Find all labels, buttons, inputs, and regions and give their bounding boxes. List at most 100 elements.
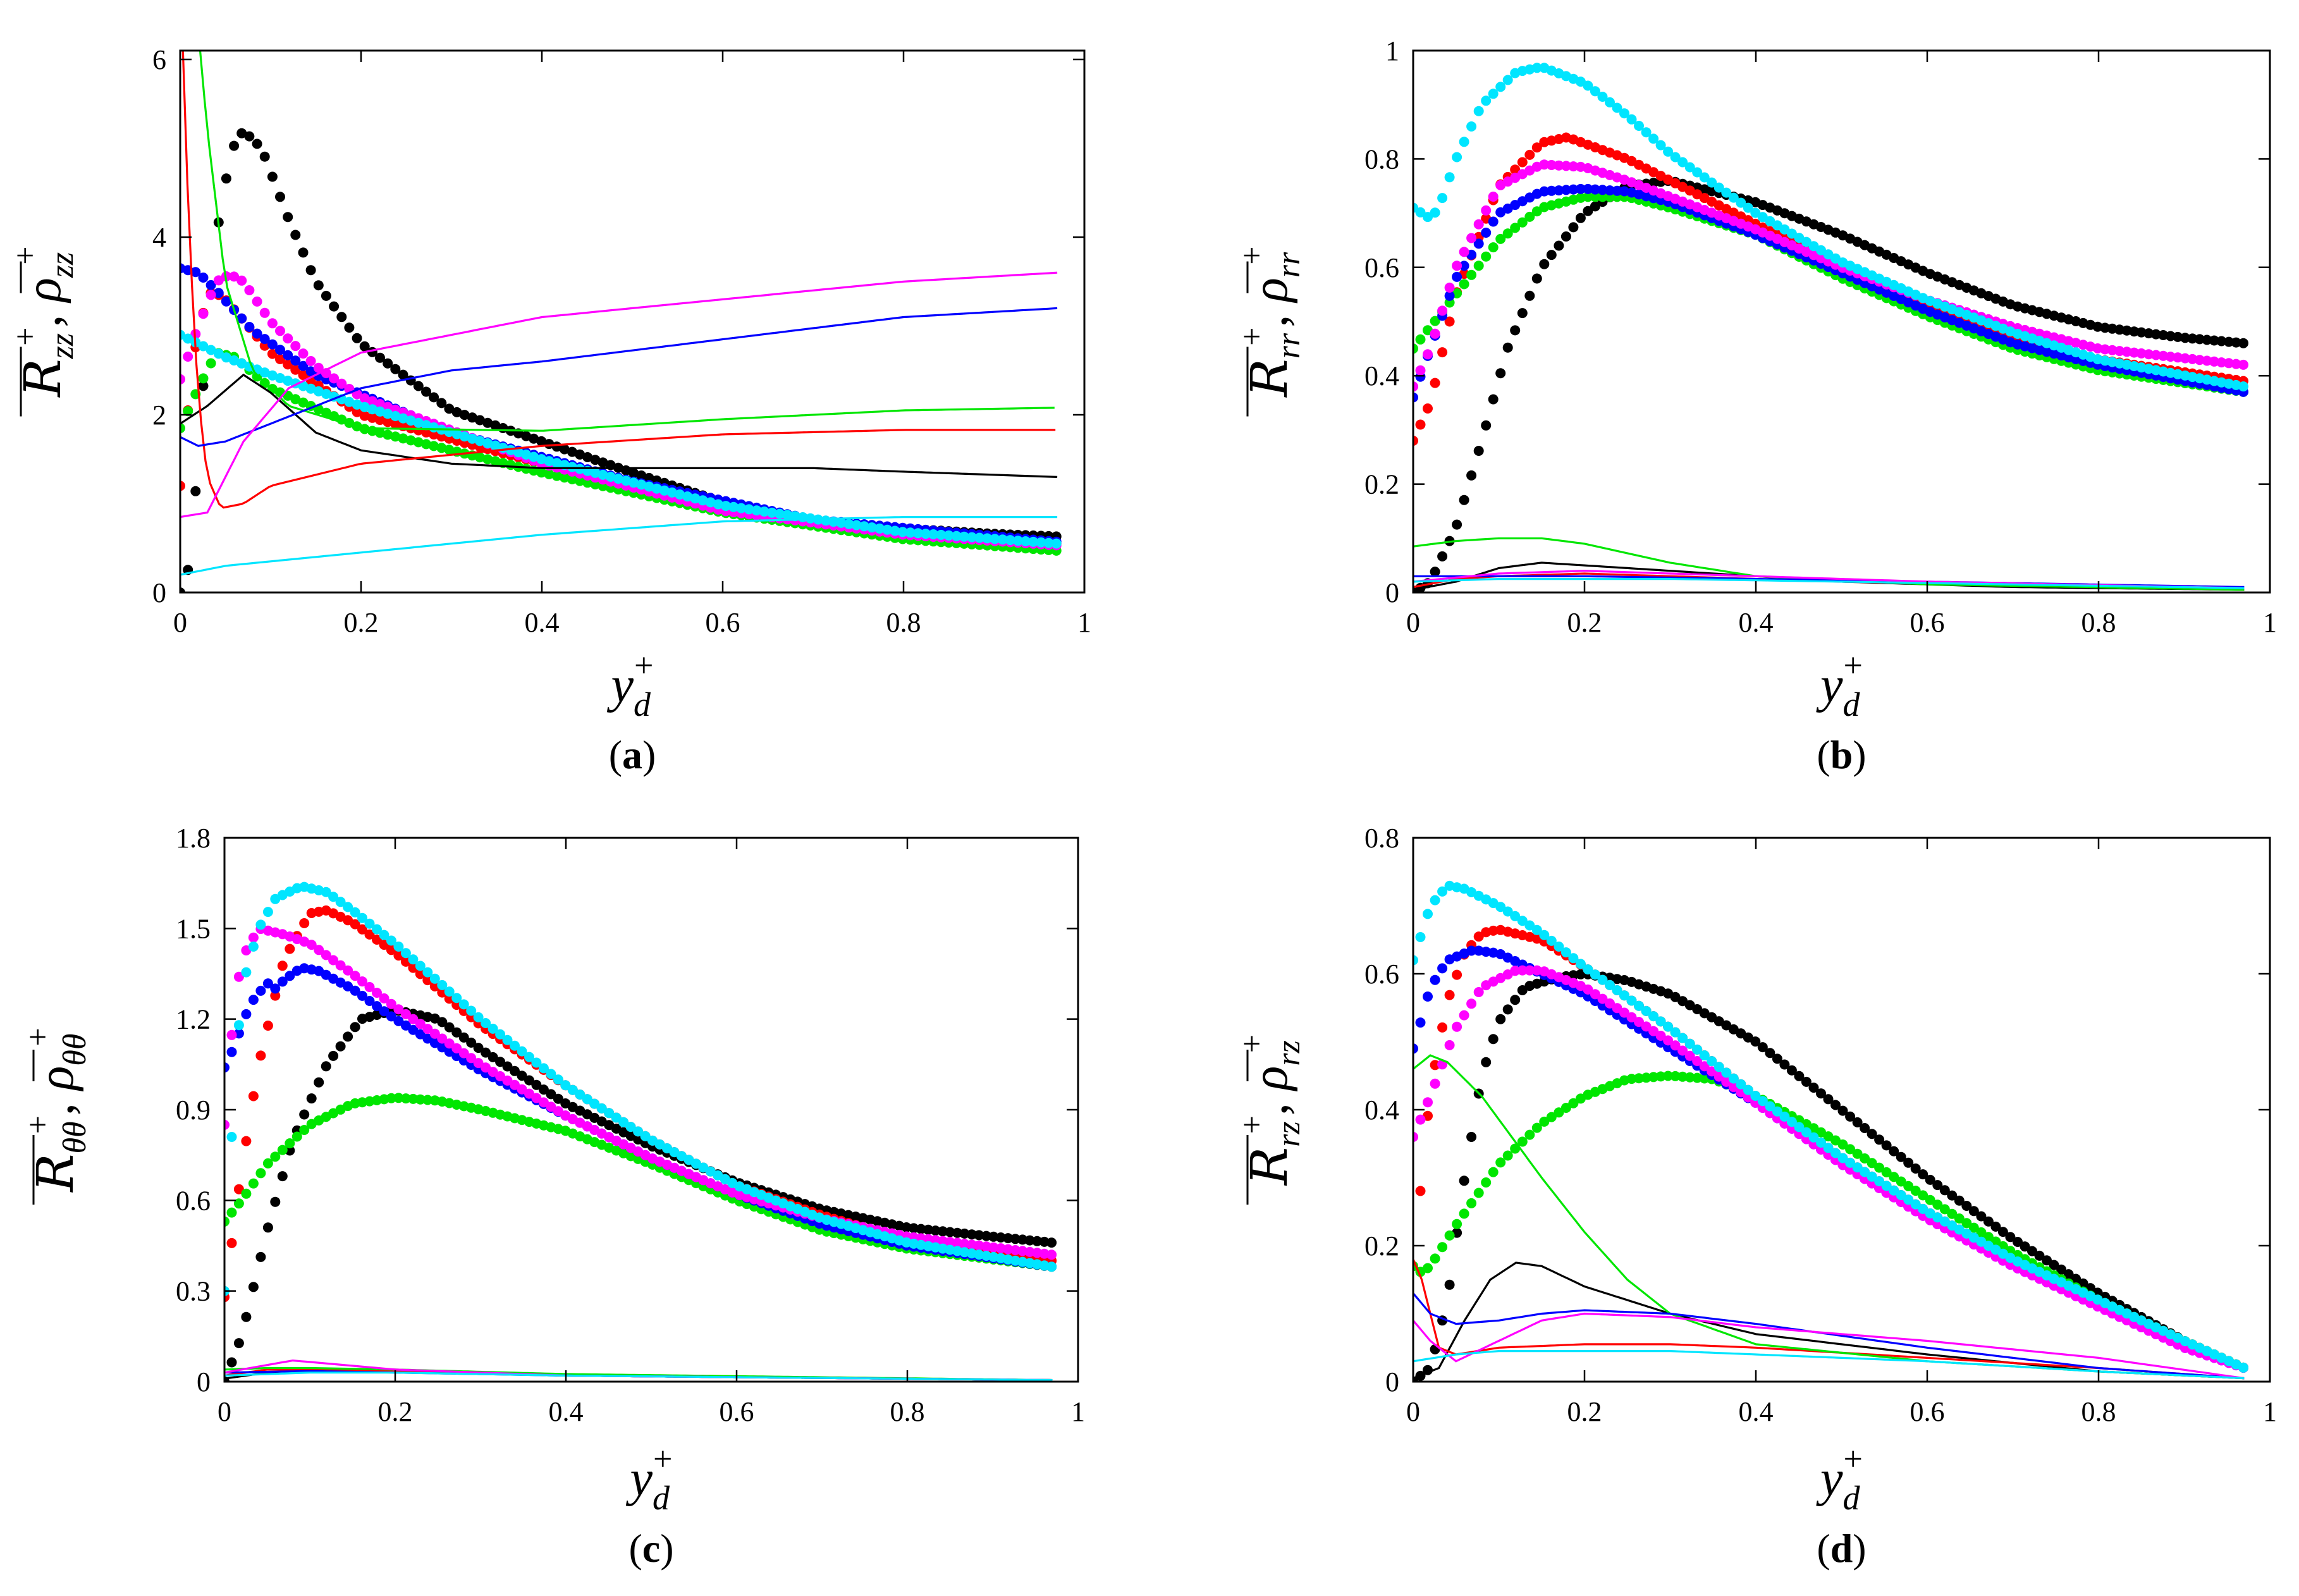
series-line — [199, 51, 1055, 432]
data-point — [2179, 333, 2190, 343]
data-point — [1874, 1134, 1885, 1145]
data-point — [444, 1038, 455, 1049]
data-point — [1779, 1111, 1790, 1122]
data-point — [421, 439, 431, 450]
data-point — [259, 334, 270, 345]
data-point — [912, 528, 923, 539]
data-point — [213, 288, 224, 298]
data-point — [974, 532, 985, 543]
data-point — [285, 1138, 295, 1149]
y-tick-label: 0.4 — [1364, 360, 1399, 391]
data-point — [1663, 1021, 1674, 1032]
data-point — [372, 935, 382, 945]
data-point — [1597, 185, 1608, 195]
data-point — [372, 988, 382, 998]
data-point — [393, 1093, 404, 1103]
x-tick-label: 0.4 — [1739, 607, 1774, 638]
panel-caption: (b) — [1817, 732, 1866, 777]
series-line — [224, 1372, 1053, 1382]
data-point — [1444, 282, 1455, 293]
data-point — [241, 967, 252, 978]
data-point — [321, 407, 331, 418]
data-point — [241, 1188, 252, 1199]
data-point — [270, 983, 281, 994]
data-point — [590, 455, 601, 465]
data-point — [1481, 1057, 1492, 1067]
data-point — [2136, 327, 2147, 338]
data-point — [275, 192, 285, 202]
data-point — [1670, 1071, 1681, 1081]
series-line — [180, 271, 1058, 519]
data-point — [1546, 250, 1557, 261]
data-point — [248, 1091, 259, 1102]
data-point — [490, 456, 501, 467]
series-R-rr-black — [1413, 176, 2248, 592]
data-point — [413, 425, 424, 436]
series-rho-zz-cyan — [180, 516, 1058, 576]
data-point — [636, 470, 647, 481]
data-point — [422, 1095, 433, 1105]
data-point — [1867, 1129, 1877, 1139]
data-point — [413, 437, 424, 448]
data-point — [1670, 152, 1681, 163]
panel-caption: (a) — [609, 732, 656, 777]
data-point — [241, 1009, 252, 1019]
data-point — [1495, 902, 1506, 912]
data-point — [313, 371, 324, 381]
data-point — [921, 529, 931, 539]
data-point — [224, 1119, 230, 1130]
data-point — [1860, 1167, 1870, 1177]
data-point — [2027, 1246, 2037, 1256]
data-point — [482, 454, 493, 465]
data-point — [1976, 1211, 1987, 1222]
x-tick-label: 0 — [218, 1396, 231, 1427]
y-tick-label: 0.3 — [176, 1276, 211, 1307]
data-point — [1531, 63, 1542, 73]
data-point — [1808, 1132, 1819, 1143]
data-point — [697, 495, 708, 506]
data-point — [1466, 1132, 1477, 1142]
x-tick-label: 0.8 — [2081, 607, 2116, 638]
data-point — [1889, 1146, 1899, 1157]
data-point — [490, 440, 501, 451]
data-point — [415, 1019, 426, 1029]
data-point — [451, 407, 462, 417]
data-point — [959, 531, 969, 542]
data-point — [393, 1004, 404, 1015]
data-point — [1495, 1014, 1506, 1024]
data-point — [1554, 160, 1564, 171]
data-point — [1619, 108, 1629, 119]
data-point — [1590, 989, 1600, 1000]
x-tick-label: 0.4 — [525, 607, 560, 638]
data-point — [233, 1020, 244, 1031]
data-point — [1641, 127, 1652, 138]
data-point — [262, 1222, 273, 1233]
data-point — [2238, 1362, 2248, 1373]
data-point — [1488, 925, 1499, 936]
data-point — [487, 1052, 498, 1062]
data-point — [379, 1006, 389, 1017]
x-tick-label: 0.6 — [706, 607, 740, 638]
data-point — [375, 352, 385, 363]
data-point — [943, 530, 954, 541]
data-point — [2187, 333, 2198, 344]
data-point — [350, 971, 360, 981]
data-point — [183, 352, 193, 362]
data-point — [1437, 347, 1448, 358]
x-tick-label: 0.6 — [1910, 1396, 1945, 1427]
data-point — [306, 1093, 317, 1104]
data-point — [1699, 1061, 1710, 1072]
series-rho-zz-magenta — [180, 271, 1058, 519]
data-point — [775, 508, 785, 519]
series-R-zz-red — [180, 288, 1062, 549]
data-point — [262, 978, 273, 989]
data-point — [444, 445, 455, 455]
x-axis-label: yd+ — [607, 646, 654, 723]
data-point — [357, 990, 367, 1001]
y-tick-label: 0 — [1385, 577, 1399, 608]
data-point — [1721, 187, 1732, 198]
series-R-zz-green — [180, 348, 1062, 556]
data-point — [1502, 906, 1513, 917]
data-point — [405, 435, 416, 446]
data-point — [1481, 205, 1492, 216]
